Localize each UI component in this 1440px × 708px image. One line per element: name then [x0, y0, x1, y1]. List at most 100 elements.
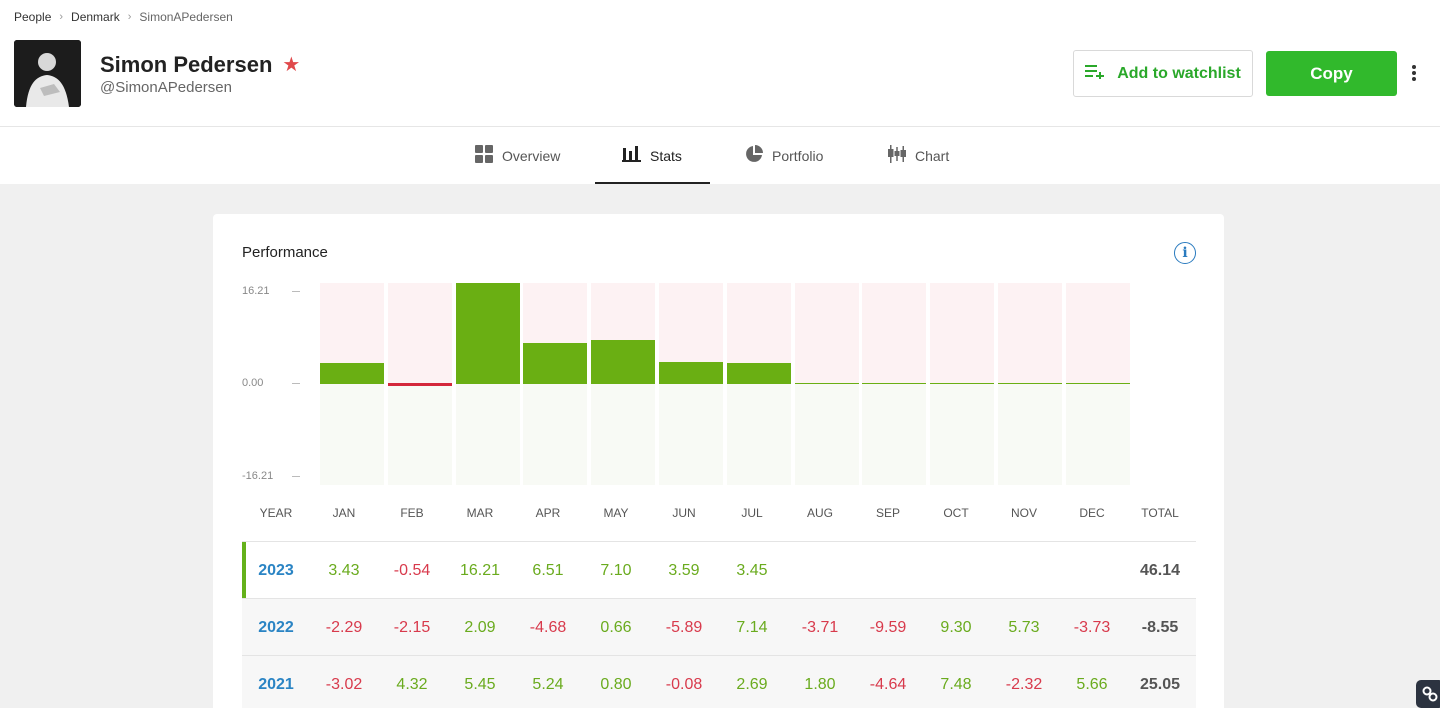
profile-name-text: Simon Pedersen	[100, 52, 273, 77]
month-value: 7.10	[600, 562, 632, 579]
tab-overview-label: Overview	[502, 147, 561, 164]
month-value: -2.32	[1005, 676, 1043, 693]
month-value: 3.45	[736, 562, 768, 579]
breadcrumb: People › Denmark › SimonAPedersen	[14, 10, 233, 24]
chart-bar-jul[interactable]	[726, 362, 791, 384]
column-header-aug: AUG	[806, 506, 833, 520]
column-header-apr: APR	[535, 506, 561, 520]
add-to-watchlist-button[interactable]: Add to watchlist	[1073, 50, 1253, 97]
month-value: 4.32	[396, 676, 428, 693]
chart-cell-bg-negative	[998, 384, 1062, 485]
link-icon[interactable]	[1416, 680, 1440, 708]
profile-header: People › Denmark › SimonAPedersen Simon …	[0, 0, 1440, 184]
performance-table: 2023 3.43 -0.54 16.21 6.51 7.10 3.59 3.45 46.14 2…	[242, 541, 1196, 708]
column-header-jul: JUL	[741, 506, 763, 520]
chart-bar-nov[interactable]	[998, 382, 1062, 384]
breadcrumb-people[interactable]: People	[14, 10, 52, 24]
tab-chart[interactable]: Chart	[888, 127, 949, 184]
breadcrumb-denmark[interactable]: Denmark	[71, 10, 120, 24]
chart-bar-sep[interactable]	[862, 382, 927, 384]
column-header-oct: OCT	[943, 506, 969, 520]
table-row[interactable]: 2022 -2.29 -2.15 2.09 -4.68 0.66 -5.89 7.14 -3.7…	[242, 598, 1196, 655]
more-options-icon[interactable]	[1408, 62, 1420, 84]
table-row[interactable]: 2021 -3.02 4.32 5.45 5.24 0.80 -0.08 2.69 1.80 -4…	[242, 655, 1196, 708]
chart-bar-dec[interactable]	[1065, 382, 1130, 384]
tab-overview[interactable]: Overview	[475, 127, 560, 184]
chevron-right-icon: ›	[59, 11, 64, 23]
column-header-nov: NOV	[1010, 506, 1037, 520]
column-header-jun: JUN	[672, 506, 696, 520]
month-value: -2.29	[325, 619, 363, 636]
chart-cell-bg-positive	[387, 283, 452, 384]
y-tick-mark	[292, 383, 300, 384]
chart-cell-bg-negative	[862, 384, 927, 485]
tab-stats[interactable]: Stats	[622, 127, 682, 184]
tab-chart-label: Chart	[915, 147, 950, 164]
column-header-mar: MAR	[466, 506, 494, 520]
month-value: -5.89	[665, 619, 703, 636]
chart-cell-bg-positive	[1065, 283, 1130, 384]
profile-tabs: Overview Stats Portfolio	[0, 127, 1440, 184]
add-to-watchlist-label: Add to watchlist	[1117, 64, 1241, 82]
info-icon[interactable]: i	[1174, 242, 1196, 264]
chart-cell-bg-positive	[930, 283, 995, 384]
column-header-dec: DEC	[1079, 506, 1105, 520]
month-value: -0.08	[665, 676, 703, 693]
month-value: 5.73	[1008, 619, 1040, 636]
month-value: -3.71	[801, 619, 839, 636]
month-value: -9.59	[869, 619, 907, 636]
avatar	[14, 40, 81, 107]
month-value: 5.66	[1076, 676, 1108, 693]
chart-cell-bg-negative	[726, 384, 791, 485]
breadcrumb-current: SimonAPedersen	[139, 10, 233, 24]
chart-cell-bg-negative	[320, 384, 384, 485]
chevron-right-icon: ›	[127, 11, 132, 23]
chart-cell-bg-positive	[998, 283, 1062, 384]
month-value: -4.64	[869, 676, 907, 693]
chart-bar-feb[interactable]	[387, 383, 452, 387]
tab-stats-label: Stats	[650, 147, 682, 164]
chart-cell-bg-positive	[862, 283, 927, 384]
chart-bar-jan[interactable]	[320, 362, 384, 384]
performance-title: Performance	[242, 244, 328, 261]
month-value: 2.09	[464, 619, 496, 636]
chart-bar-aug[interactable]	[794, 382, 859, 384]
month-value: 0.66	[600, 619, 632, 636]
month-value: 2.69	[736, 676, 768, 693]
tab-portfolio[interactable]: Portfolio	[745, 127, 823, 184]
pie-chart-icon	[745, 145, 763, 166]
month-value: 9.30	[940, 619, 972, 636]
column-header-sep: SEP	[875, 506, 900, 520]
performance-chart: 16.21 0.00 -16.21	[213, 214, 1224, 514]
y-tick-label-zero: 0.00	[242, 377, 264, 389]
month-value: -0.54	[393, 562, 431, 579]
active-tab-indicator	[595, 182, 710, 184]
row-total: 46.14	[1139, 562, 1181, 579]
month-value: -3.02	[325, 676, 363, 693]
month-value: -4.68	[529, 619, 567, 636]
month-value: 7.48	[940, 676, 972, 693]
chart-cell-bg-negative	[794, 384, 859, 485]
month-value: 3.43	[328, 562, 360, 579]
chart-bar-apr[interactable]	[523, 343, 588, 384]
month-value: 16.21	[459, 562, 501, 579]
chart-cell-bg-negative	[387, 384, 452, 485]
chart-bar-may[interactable]	[591, 339, 656, 384]
star-icon[interactable]: ★	[282, 54, 301, 76]
month-value: 6.51	[532, 562, 564, 579]
row-year: 2021	[258, 676, 294, 693]
month-value: -3.73	[1073, 619, 1111, 636]
table-row[interactable]: 2023 3.43 -0.54 16.21 6.51 7.10 3.59 3.45 46.14	[242, 541, 1196, 598]
chart-bar-mar[interactable]	[455, 283, 520, 384]
chart-bar-jun[interactable]	[659, 361, 723, 384]
chart-bar-oct[interactable]	[930, 382, 995, 384]
month-value: -2.15	[393, 619, 431, 636]
chart-cell-bg-negative	[659, 384, 723, 485]
y-tick-label-bottom: -16.21	[242, 470, 274, 482]
candlestick-icon	[888, 145, 906, 166]
y-tick-label-top: 16.21	[242, 285, 270, 297]
copy-button[interactable]: Copy	[1266, 51, 1397, 96]
month-value: 1.80	[804, 676, 836, 693]
performance-card: Performance i 16.21 0.00 -16.21 YEAR JAN F…	[213, 214, 1224, 708]
profile-name: Simon Pedersen ★	[100, 52, 300, 78]
